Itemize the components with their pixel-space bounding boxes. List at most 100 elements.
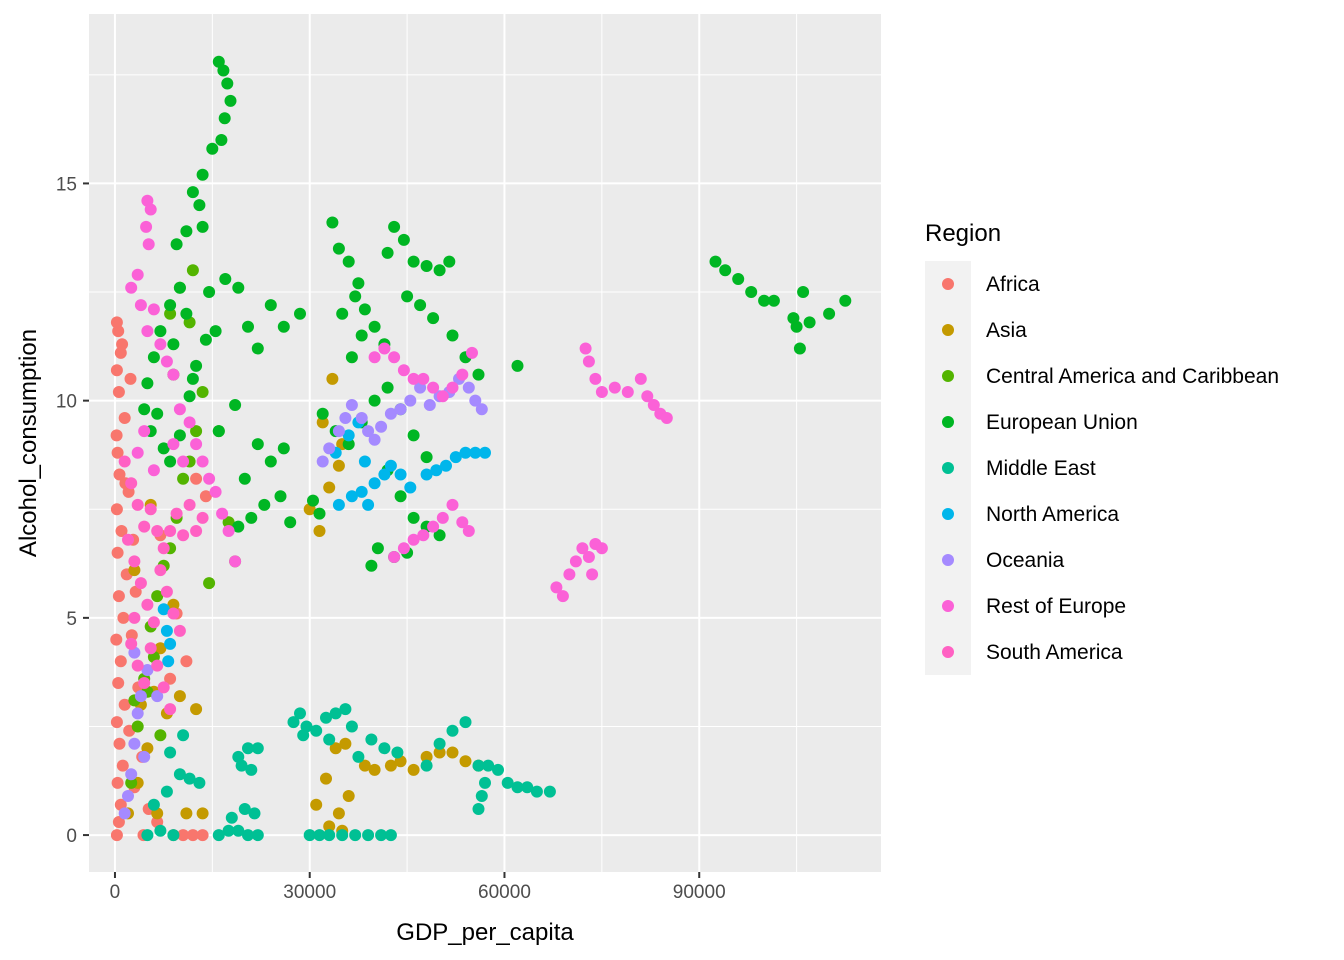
- data-point: [180, 655, 193, 668]
- data-point: [229, 399, 242, 411]
- data-point: [142, 238, 155, 251]
- data-point: [167, 438, 180, 451]
- data-point: [384, 459, 397, 472]
- data-point: [436, 390, 449, 403]
- panel-background: [89, 14, 881, 872]
- data-point: [449, 451, 462, 464]
- data-point: [433, 746, 446, 759]
- data-point: [110, 503, 123, 516]
- legend-key: [942, 416, 954, 428]
- data-point: [199, 490, 212, 503]
- legend-label: North America: [986, 503, 1119, 526]
- data-point: [427, 520, 440, 533]
- data-point: [456, 368, 469, 381]
- data-point: [394, 490, 407, 503]
- data-point: [111, 776, 124, 789]
- data-point: [277, 442, 290, 455]
- legend-title: Region: [925, 220, 1001, 247]
- data-point: [242, 320, 254, 333]
- data-point: [511, 781, 524, 794]
- data-point: [128, 611, 141, 624]
- data-point: [404, 481, 417, 494]
- data-point: [365, 559, 378, 572]
- data-point: [797, 286, 810, 298]
- y-axis-title: Alcohol_consumption: [15, 329, 42, 557]
- data-point: [569, 555, 582, 568]
- data-point: [339, 703, 352, 716]
- data-point: [196, 511, 209, 524]
- legend-key: [942, 370, 954, 382]
- data-point: [469, 446, 482, 459]
- data-point: [170, 238, 183, 251]
- data-point: [342, 438, 355, 451]
- data-point: [316, 455, 329, 468]
- data-point: [433, 264, 446, 277]
- data-point: [417, 529, 430, 542]
- data-point: [274, 490, 287, 503]
- data-point: [131, 268, 144, 281]
- data-point: [563, 568, 576, 581]
- data-point: [459, 755, 472, 768]
- data-point: [576, 542, 589, 555]
- data-point: [378, 468, 391, 481]
- data-point: [117, 611, 130, 624]
- data-point: [125, 629, 138, 642]
- data-point: [112, 590, 125, 603]
- data-point: [332, 498, 345, 511]
- data-point: [303, 829, 316, 842]
- x-tick-label: 60000: [478, 882, 531, 903]
- data-point: [124, 372, 137, 385]
- data-point: [238, 472, 251, 485]
- data-point: [284, 516, 297, 529]
- data-point: [110, 429, 123, 442]
- data-point: [436, 511, 449, 524]
- data-point: [362, 498, 375, 511]
- data-point: [745, 286, 758, 298]
- data-point: [235, 759, 248, 772]
- data-point: [582, 551, 595, 563]
- data-point: [144, 642, 157, 655]
- legend-label: Asia: [986, 319, 1027, 342]
- data-point: [329, 707, 342, 720]
- data-point: [116, 759, 129, 772]
- data-point: [758, 294, 771, 307]
- data-point: [221, 77, 234, 90]
- y-tick-label: 10: [56, 392, 77, 413]
- data-point: [397, 233, 410, 246]
- data-point: [397, 542, 410, 555]
- data-point: [595, 386, 608, 398]
- data-point: [144, 203, 157, 216]
- data-point: [443, 255, 456, 268]
- data-point: [371, 542, 384, 555]
- data-point: [332, 807, 345, 820]
- data-point: [375, 829, 388, 842]
- x-tick-label: 30000: [283, 882, 336, 903]
- data-point: [459, 716, 472, 729]
- data-point: [144, 503, 157, 516]
- data-point: [472, 803, 485, 815]
- data-point: [128, 564, 141, 577]
- data-point: [131, 446, 144, 459]
- data-point: [326, 216, 339, 229]
- data-point: [420, 260, 433, 272]
- data-point: [173, 690, 186, 703]
- data-point: [118, 698, 131, 711]
- data-point: [160, 624, 173, 637]
- data-point: [294, 307, 306, 320]
- data-point: [407, 763, 420, 776]
- data-point: [420, 750, 433, 763]
- data-point: [134, 577, 147, 590]
- data-point: [134, 299, 147, 312]
- data-point: [177, 729, 190, 742]
- data-point: [151, 659, 164, 672]
- data-point: [251, 438, 264, 451]
- data-point: [131, 707, 144, 720]
- data-point: [112, 816, 125, 828]
- data-point: [167, 338, 180, 351]
- data-point: [116, 338, 129, 351]
- data-point: [339, 412, 352, 424]
- data-point: [641, 390, 654, 403]
- data-point: [111, 546, 124, 559]
- data-point: [323, 820, 336, 833]
- data-point: [381, 246, 394, 259]
